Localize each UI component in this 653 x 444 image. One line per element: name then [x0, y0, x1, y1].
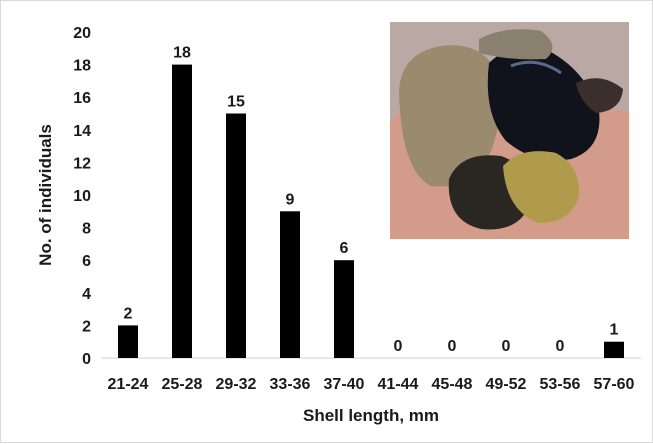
y-tick-label: 18: [73, 58, 91, 75]
y-tick-label: 6: [82, 253, 91, 270]
x-tick-label: 49-52: [486, 376, 527, 393]
photo-yellow-pebble: [503, 151, 580, 223]
bar: [604, 341, 624, 358]
y-tick-label: 12: [73, 155, 91, 172]
x-tick-label: 21-24: [108, 376, 149, 393]
bars: [118, 64, 624, 358]
y-tick-label: 2: [82, 318, 91, 335]
data-label: 0: [556, 338, 565, 355]
x-tick-labels: 21-24 25-28 29-32 33-36 37-40 41-44 45-48 49-52…: [108, 376, 635, 393]
x-tick-label: 57-60: [594, 376, 635, 393]
x-tick-label: 37-40: [324, 376, 365, 393]
data-label: 18: [173, 45, 191, 62]
data-label: 2: [124, 305, 133, 322]
y-tick-label: 16: [73, 90, 91, 107]
x-tick-label: 29-32: [216, 376, 257, 393]
data-label: 0: [448, 338, 457, 355]
bar: [172, 64, 192, 358]
y-tick-label: 20: [73, 25, 91, 42]
data-label: 6: [340, 240, 349, 257]
y-tick-label: 4: [82, 286, 91, 303]
data-label: 0: [502, 338, 511, 355]
inset-photo: [390, 22, 629, 239]
data-label: 9: [286, 191, 295, 208]
photo-shell-highlight: [510, 60, 562, 75]
y-tick-label: 8: [82, 221, 91, 238]
photo-small-shell: [576, 78, 623, 113]
bar: [334, 260, 354, 358]
x-tick-label: 25-28: [162, 376, 203, 393]
x-tick-label: 45-48: [432, 376, 473, 393]
y-tick-label: 14: [73, 123, 91, 140]
x-axis-title: Shell length, mm: [303, 406, 439, 425]
x-tick-label: 53-56: [540, 376, 581, 393]
data-label: 15: [227, 94, 245, 111]
photo-rock: [399, 45, 500, 187]
photo-shell: [487, 47, 600, 161]
x-tick-label: 41-44: [378, 376, 419, 393]
bar: [118, 325, 138, 358]
photo-top-pebble: [479, 29, 553, 60]
data-label: 0: [394, 338, 403, 355]
y-tick-label: 10: [73, 188, 91, 205]
y-axis-title: No. of individuals: [36, 124, 55, 266]
bar: [280, 211, 300, 358]
data-label: 1: [610, 322, 619, 339]
y-tick-labels: 0 2 4 6 8 10 12 14 16 18 20: [73, 25, 91, 368]
y-tick-label: 0: [82, 351, 91, 368]
x-tick-label: 33-36: [270, 376, 311, 393]
bar: [226, 113, 246, 358]
data-labels: 2 18 15 9 6 0 0 0 0 1: [124, 45, 619, 355]
